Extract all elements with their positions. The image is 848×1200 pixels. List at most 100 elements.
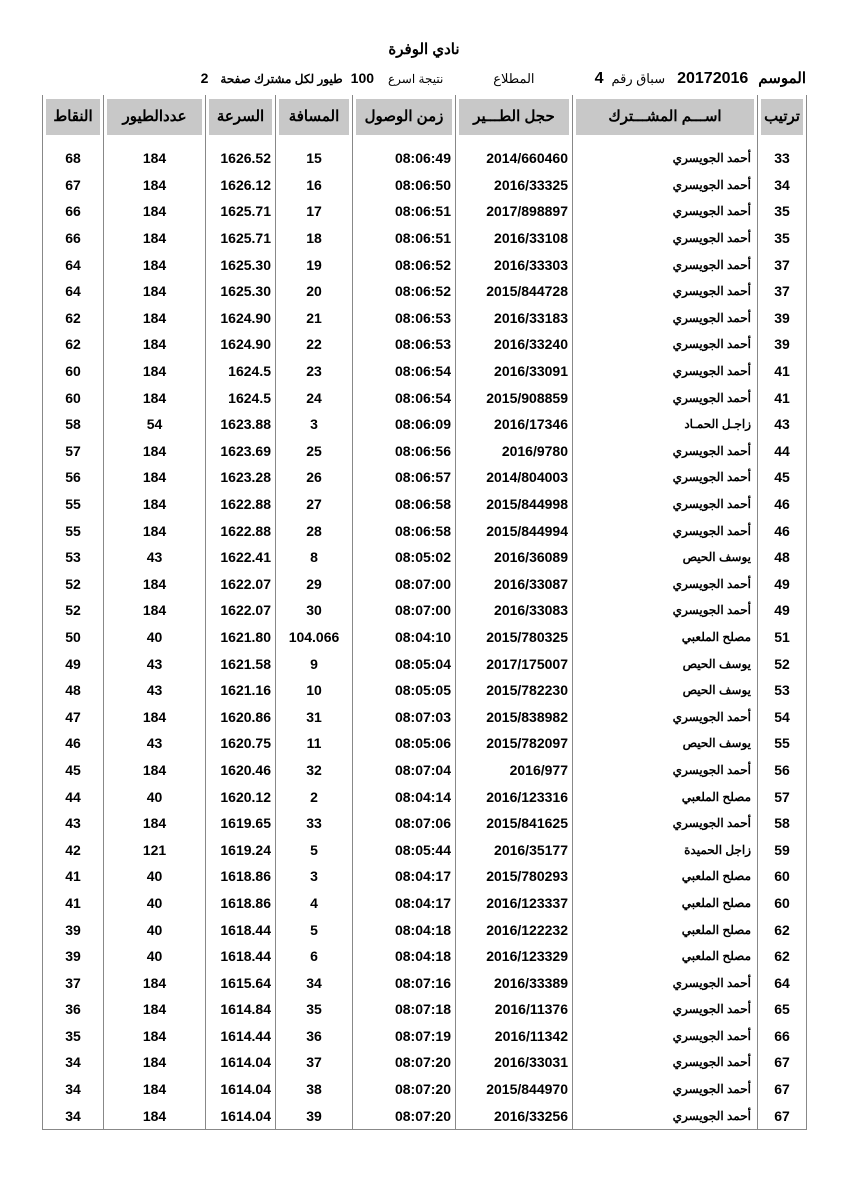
cell-birds-count: 40 xyxy=(103,783,206,810)
cell-points: 67 xyxy=(42,171,104,199)
cell-points: 49 xyxy=(42,650,104,677)
cell-distance: 16 xyxy=(275,171,353,199)
cell-rank: 44 xyxy=(757,437,807,465)
cell-speed: 1622.88 xyxy=(205,517,276,544)
cell-participant-name: مصلح الملعبي xyxy=(572,889,758,917)
cell-arrival-time: 08:04:17 xyxy=(352,889,456,917)
cell-participant-name: أحمد الجويسري xyxy=(572,331,758,358)
cell-ring-number: 2016/17346 xyxy=(455,410,573,438)
cell-birds-count: 184 xyxy=(103,1075,206,1103)
column-header-rank: ترتيب xyxy=(757,95,807,139)
cell-arrival-time: 08:06:53 xyxy=(352,331,456,358)
cell-participant-name: أحمد الجويسري xyxy=(572,357,758,385)
cell-birds-count: 184 xyxy=(103,517,206,544)
column-header-distance: المسافة xyxy=(275,95,353,139)
table-row: 48 43 1621.16 10 08:05:05 2015/782230 يوسف الح… xyxy=(42,676,807,704)
cell-ring-number: 2016/122232 xyxy=(455,916,573,943)
cell-distance: 11 xyxy=(275,730,353,757)
table-row: 62 184 1624.90 22 08:06:53 2016/33240 أحمد الج… xyxy=(42,331,807,358)
table-row: 41 40 1618.86 3 08:04:17 2015/780293 مصلح المل… xyxy=(42,863,807,890)
column-header-speed: السرعة xyxy=(205,95,276,139)
race-label: سباق رقم xyxy=(611,71,666,86)
table-row: 36 184 1614.84 35 08:07:18 2016/11376 أحمد الج… xyxy=(42,996,807,1023)
cell-arrival-time: 08:07:03 xyxy=(352,703,456,731)
table-row: 45 184 1620.46 32 08:07:04 2016/977 أحمد الجوي… xyxy=(42,756,807,784)
cell-ring-number: 2015/782097 xyxy=(455,730,573,757)
cell-distance: 5 xyxy=(275,836,353,864)
cell-points: 43 xyxy=(42,809,104,837)
cell-ring-number: 2015/844994 xyxy=(455,517,573,544)
cell-ring-number: 2016/33087 xyxy=(455,570,573,598)
cell-ring-number: 2015/844970 xyxy=(455,1075,573,1103)
cell-rank: 66 xyxy=(757,1022,807,1050)
cell-distance: 2 xyxy=(275,783,353,810)
cell-birds-count: 184 xyxy=(103,198,206,225)
table-row: 37 184 1615.64 34 08:07:16 2016/33389 أحمد الج… xyxy=(42,969,807,996)
cell-distance: 20 xyxy=(275,277,353,305)
cell-ring-number: 2015/780293 xyxy=(455,863,573,890)
cell-participant-name: أحمد الجويسري xyxy=(572,437,758,465)
season-value: 20172016 xyxy=(677,70,749,87)
column-header-points: النقاط xyxy=(42,95,104,139)
cell-ring-number: 2016/33240 xyxy=(455,331,573,358)
cell-rank: 60 xyxy=(757,863,807,890)
cell-points: 52 xyxy=(42,570,104,598)
cell-birds-count: 43 xyxy=(103,650,206,677)
cell-ring-number: 2016/33325 xyxy=(455,171,573,199)
cell-distance: 17 xyxy=(275,198,353,225)
cell-rank: 53 xyxy=(757,676,807,704)
cell-distance: 4 xyxy=(275,889,353,917)
cell-birds-count: 40 xyxy=(103,916,206,943)
cell-participant-name: يوسف الحيص xyxy=(572,650,758,677)
cell-points: 62 xyxy=(42,304,104,332)
cell-arrival-time: 08:07:16 xyxy=(352,969,456,996)
cell-points: 58 xyxy=(42,410,104,438)
cell-arrival-time: 08:06:57 xyxy=(352,464,456,491)
cell-ring-number: 2016/123337 xyxy=(455,889,573,917)
cell-rank: 48 xyxy=(757,543,807,571)
cell-participant-name: يوسف الحيص xyxy=(572,543,758,571)
cell-participant-name: أحمد الجويسري xyxy=(572,490,758,518)
cell-participant-name: أحمد الجويسري xyxy=(572,517,758,544)
table-row: 53 43 1622.41 8 08:05:02 2016/36089 يوسف الحيص… xyxy=(42,543,807,571)
cell-arrival-time: 08:05:06 xyxy=(352,730,456,757)
cell-arrival-time: 08:06:50 xyxy=(352,171,456,199)
cell-birds-count: 184 xyxy=(103,171,206,199)
cell-speed: 1625.71 xyxy=(205,224,276,252)
cell-rank: 49 xyxy=(757,570,807,598)
cell-distance: 28 xyxy=(275,517,353,544)
cell-speed: 1623.28 xyxy=(205,464,276,491)
cell-arrival-time: 08:07:20 xyxy=(352,1049,456,1076)
cell-participant-name: أحمد الجويسري xyxy=(572,1102,758,1130)
cell-rank: 56 xyxy=(757,756,807,784)
table-row: 34 184 1614.04 37 08:07:20 2016/33031 أحمد الج… xyxy=(42,1049,807,1076)
table-row: 39 40 1618.44 6 08:04:18 2016/123329 مصلح المل… xyxy=(42,942,807,970)
cell-arrival-time: 08:06:53 xyxy=(352,304,456,332)
cell-participant-name: أحمد الجويسري xyxy=(572,597,758,624)
cell-birds-count: 184 xyxy=(103,809,206,837)
cell-speed: 1614.04 xyxy=(205,1102,276,1130)
table-row: 67 184 1626.12 16 08:06:50 2016/33325 أحمد الج… xyxy=(42,171,807,199)
result-label: نتيجة اسرع xyxy=(388,72,444,86)
cell-ring-number: 2016/33031 xyxy=(455,1049,573,1076)
cell-arrival-time: 08:04:18 xyxy=(352,916,456,943)
cell-participant-name: أحمد الجويسري xyxy=(572,969,758,996)
cell-arrival-time: 08:06:52 xyxy=(352,277,456,305)
cell-speed: 1624.5 xyxy=(205,357,276,385)
cell-rank: 62 xyxy=(757,942,807,970)
cell-speed: 1619.65 xyxy=(205,809,276,837)
cell-points: 37 xyxy=(42,969,104,996)
cell-ring-number: 2016/123329 xyxy=(455,942,573,970)
cell-distance: 15 xyxy=(275,139,353,172)
cell-rank: 39 xyxy=(757,304,807,332)
cell-participant-name: أحمد الجويسري xyxy=(572,198,758,225)
cell-ring-number: 2016/36089 xyxy=(455,543,573,571)
cell-points: 60 xyxy=(42,357,104,385)
cell-points: 39 xyxy=(42,916,104,943)
cell-ring-number: 2016/11342 xyxy=(455,1022,573,1050)
cell-participant-name: أحمد الجويسري xyxy=(572,1075,758,1103)
cell-arrival-time: 08:04:18 xyxy=(352,942,456,970)
cell-participant-name: يوسف الحيص xyxy=(572,676,758,704)
cell-arrival-time: 08:07:06 xyxy=(352,809,456,837)
cell-speed: 1623.69 xyxy=(205,437,276,465)
